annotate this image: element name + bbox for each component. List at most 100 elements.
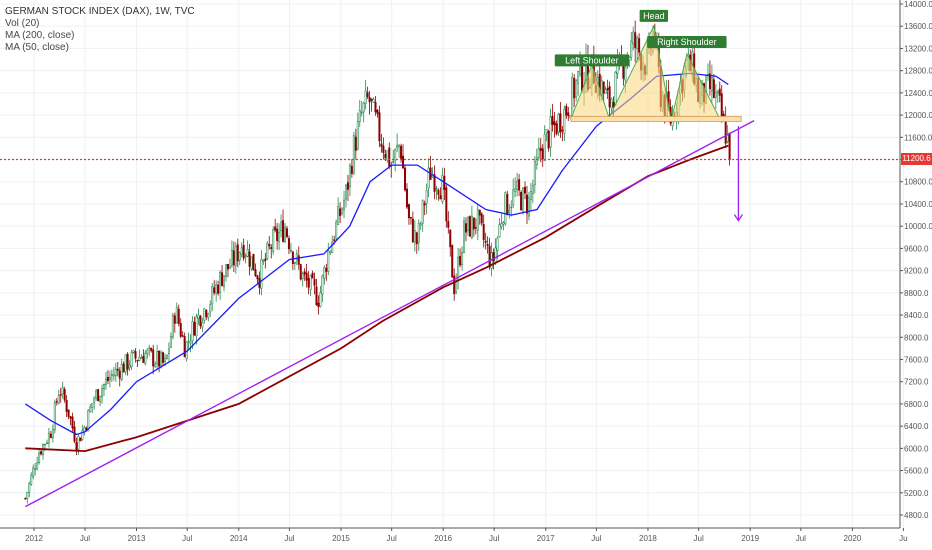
candle-body bbox=[250, 256, 253, 270]
candle-body bbox=[156, 351, 159, 364]
candle-body bbox=[555, 123, 558, 135]
candle-body bbox=[466, 216, 469, 231]
candle-body bbox=[352, 135, 355, 174]
candle-body bbox=[333, 239, 336, 241]
price-tick-label: 13200.0 bbox=[904, 44, 932, 53]
candle-body bbox=[305, 272, 308, 281]
candle-body bbox=[55, 401, 58, 403]
candle-body bbox=[103, 384, 106, 390]
candle-body bbox=[181, 335, 184, 337]
candle-body bbox=[274, 226, 277, 231]
candle-body bbox=[433, 174, 436, 192]
candle-body bbox=[553, 121, 556, 126]
candle-body bbox=[714, 91, 717, 98]
candle-body bbox=[376, 109, 379, 114]
candle-body bbox=[173, 315, 176, 324]
candle-body bbox=[557, 114, 560, 133]
candle-body bbox=[299, 264, 302, 280]
candle-body bbox=[278, 231, 281, 243]
price-tick-label: 7200.0 bbox=[904, 378, 929, 387]
time-tick-label: Jul bbox=[694, 534, 704, 543]
ma50-indicator-label[interactable]: MA (50, close) bbox=[5, 42, 69, 53]
price-tick-label: 8400.0 bbox=[904, 311, 929, 320]
candle-body bbox=[167, 348, 170, 354]
candle-body bbox=[65, 399, 68, 412]
candle-body bbox=[158, 350, 161, 367]
candle-body bbox=[512, 189, 515, 206]
candle-body bbox=[199, 315, 202, 327]
candle-body bbox=[130, 352, 133, 367]
candle-body bbox=[496, 237, 499, 251]
candle-body bbox=[457, 257, 460, 280]
candle-body bbox=[396, 144, 399, 148]
candle-body bbox=[427, 167, 430, 189]
candle-body bbox=[297, 255, 300, 265]
candle-body bbox=[108, 376, 111, 381]
candle-body bbox=[26, 491, 29, 499]
candle-body bbox=[405, 188, 408, 208]
candle-body bbox=[716, 91, 719, 94]
candle-body bbox=[211, 286, 214, 305]
candle-body bbox=[531, 184, 534, 195]
candle-body bbox=[636, 37, 639, 49]
candle-body bbox=[551, 115, 554, 125]
ma200-indicator-label[interactable]: MA (200, close) bbox=[5, 30, 75, 41]
candle-body bbox=[522, 187, 525, 213]
candle-body bbox=[140, 357, 143, 359]
candle-body bbox=[311, 272, 314, 279]
candle-body bbox=[404, 167, 407, 191]
volume-indicator-label[interactable]: Vol (20) bbox=[5, 18, 40, 29]
candle-body bbox=[187, 340, 190, 343]
price-tick-label: 10000.0 bbox=[904, 222, 932, 231]
candle-body bbox=[508, 209, 511, 213]
candle-body bbox=[193, 322, 196, 336]
candle-body bbox=[287, 238, 290, 250]
candle-body bbox=[480, 213, 483, 224]
candle-body bbox=[346, 182, 349, 190]
candle-body bbox=[386, 150, 389, 161]
candle-body bbox=[43, 443, 46, 446]
candle-body bbox=[498, 224, 501, 238]
candle-body bbox=[89, 406, 92, 413]
candle-body bbox=[87, 409, 90, 432]
candle-body bbox=[307, 278, 310, 288]
candle-body bbox=[439, 195, 442, 200]
candle-body bbox=[728, 132, 731, 161]
candle-body bbox=[421, 200, 424, 224]
candle-body bbox=[240, 247, 243, 256]
candle-body bbox=[150, 347, 153, 352]
candle-body bbox=[183, 336, 186, 358]
candle-body bbox=[476, 209, 479, 231]
candle-body bbox=[563, 108, 566, 134]
candle-body bbox=[388, 147, 391, 167]
candle-body bbox=[213, 287, 216, 294]
candle-body bbox=[630, 40, 633, 58]
candle-body bbox=[67, 409, 70, 417]
pattern-label-text: Right Shoulder bbox=[657, 37, 717, 47]
price-tick-label: 8800.0 bbox=[904, 289, 929, 298]
candle-body bbox=[451, 245, 454, 278]
candle-body bbox=[272, 229, 275, 252]
time-tick-label: 2019 bbox=[741, 534, 759, 543]
candle-body bbox=[506, 194, 509, 215]
neckline-band bbox=[570, 116, 742, 122]
candle-body bbox=[217, 284, 220, 294]
time-axis[interactable]: 2012 Jul 2013 Jul 2014 Jul 2015 Jul 2016 Jul 2017 J… bbox=[0, 527, 908, 543]
symbol-title[interactable]: GERMAN STOCK INDEX (DAX), 1W, TVC bbox=[5, 6, 195, 17]
candle-body bbox=[543, 134, 546, 162]
candle-body bbox=[77, 436, 80, 450]
price-tick-label: 6800.0 bbox=[904, 400, 929, 409]
candle-body bbox=[484, 240, 487, 243]
candle-body bbox=[162, 352, 165, 363]
candle-body bbox=[152, 349, 155, 367]
candle-body bbox=[337, 206, 340, 225]
candle-body bbox=[219, 272, 222, 293]
pattern-label: Right Shoulder bbox=[647, 35, 727, 48]
candle-body bbox=[246, 249, 249, 257]
candle-body bbox=[209, 304, 212, 313]
candle-body bbox=[549, 116, 552, 148]
candle-body bbox=[266, 243, 269, 259]
candle-body bbox=[459, 256, 462, 266]
candle-body bbox=[482, 224, 485, 241]
